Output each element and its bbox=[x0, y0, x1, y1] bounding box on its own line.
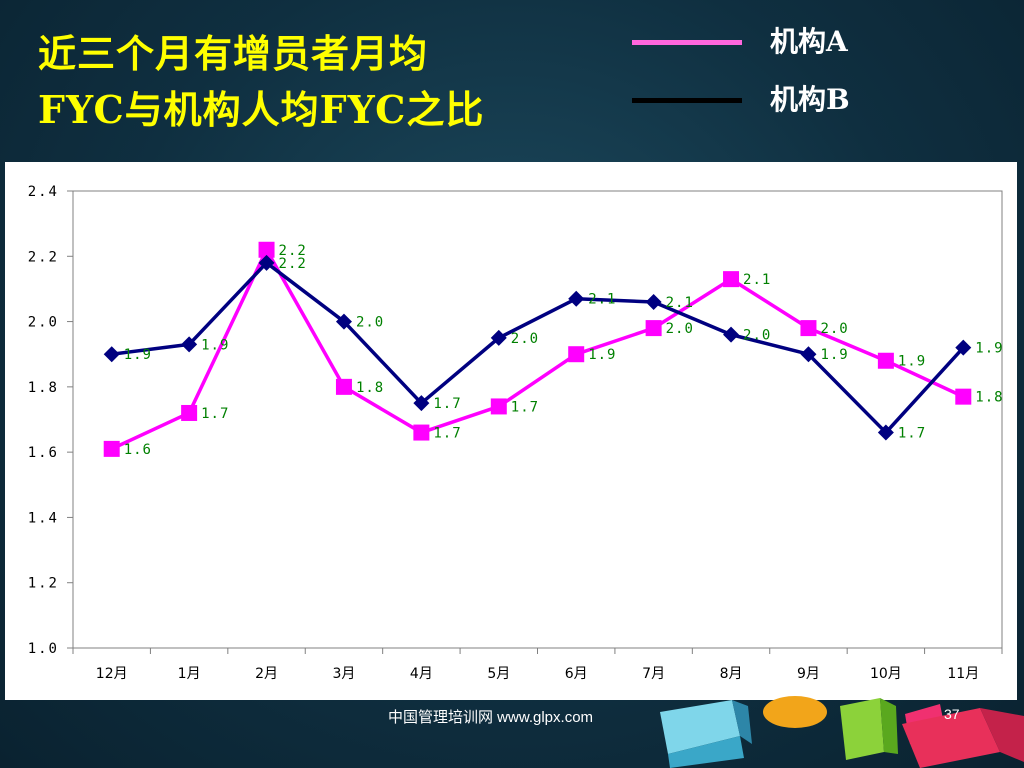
x-tick-label: 4月 bbox=[410, 666, 433, 682]
series-a-data-label: 1.7 bbox=[433, 426, 461, 442]
series-b-data-label: 1.9 bbox=[820, 347, 848, 363]
x-tick-label: 2月 bbox=[255, 666, 278, 682]
series-b-data-label: 2.2 bbox=[279, 256, 307, 272]
slide-title-line-1: 近三个月有增员者月均 bbox=[38, 31, 429, 76]
series-a-marker bbox=[800, 320, 817, 337]
chart-panel: 1.0 1.2 1.4 1.6 1.8 2.0 2.2 2.4 12月 1月 2月 3月 4月 5月 6月 7… bbox=[5, 162, 1017, 700]
series-a-marker bbox=[877, 352, 894, 369]
series-b-data-label: 1.9 bbox=[124, 347, 152, 363]
x-tick-label: 12月 bbox=[96, 666, 128, 682]
x-tick-label: 8月 bbox=[720, 666, 743, 682]
series-b-marker bbox=[955, 339, 972, 356]
x-tick-label: 9月 bbox=[797, 666, 820, 682]
legend-label-series-a: 机构A bbox=[770, 25, 848, 58]
series-b-marker bbox=[568, 290, 585, 307]
y-tick-label: 1.8 bbox=[28, 380, 59, 396]
slide-title: 近三个月有增员者月均 FYC与机构人均FYC之比 bbox=[38, 26, 484, 138]
series-a-data-label: 1.8 bbox=[356, 380, 384, 396]
series-a-marker bbox=[645, 320, 662, 337]
x-tick-label: 1月 bbox=[178, 666, 201, 682]
series-b-marker bbox=[103, 346, 120, 363]
series-b-marker bbox=[723, 326, 740, 343]
series-a-marker bbox=[723, 271, 740, 288]
footer-website: 中国管理培训网 www.glpx.com bbox=[388, 709, 594, 726]
series-a-data-label: 1.8 bbox=[975, 390, 1003, 406]
chart-legend: 机构A 机构B bbox=[630, 18, 910, 128]
series-b-line bbox=[111, 261, 965, 435]
page-number: 37 bbox=[944, 706, 960, 722]
series-a-data-label: 1.9 bbox=[898, 354, 926, 370]
series-a-marker bbox=[490, 398, 507, 415]
series-a-data-label: 2.2 bbox=[279, 243, 307, 259]
series-a-data-label: 1.7 bbox=[201, 406, 229, 422]
y-tick-label: 2.0 bbox=[28, 315, 59, 331]
series-b-marker bbox=[181, 336, 198, 353]
x-tick-label: 10月 bbox=[870, 666, 902, 682]
legend-swatch-series-a bbox=[632, 40, 742, 45]
x-tick-label: 11月 bbox=[947, 666, 979, 682]
series-a-marker bbox=[258, 241, 275, 258]
series-a-data-label: 2.0 bbox=[820, 321, 848, 337]
series-b-data-label: 2.0 bbox=[511, 331, 539, 347]
series-b-marker bbox=[877, 424, 894, 441]
series-a-marker bbox=[103, 440, 120, 457]
y-tick-label: 2.2 bbox=[28, 249, 59, 265]
series-b-data-label: 1.7 bbox=[898, 426, 926, 442]
series-b-marker bbox=[413, 395, 430, 412]
series-a-data-label: 1.9 bbox=[588, 347, 616, 363]
legend-item-series-a: 机构A bbox=[630, 22, 910, 62]
series-b-data-label: 1.9 bbox=[975, 341, 1003, 357]
series-b-marker bbox=[645, 293, 662, 310]
legend-label-series-b: 机构B bbox=[770, 83, 850, 116]
y-tick-label: 1.0 bbox=[28, 641, 59, 657]
series-b-data-label: 2.0 bbox=[356, 315, 384, 331]
series-a-data-label: 1.7 bbox=[511, 399, 539, 415]
legend-item-series-b: 机构B bbox=[630, 80, 910, 120]
x-tick-label: 5月 bbox=[487, 666, 510, 682]
series-a-marker bbox=[335, 378, 352, 395]
series-b-marker bbox=[335, 313, 352, 330]
series-a-marker bbox=[413, 424, 430, 441]
series-b-marker bbox=[800, 346, 817, 363]
slide-title-line-2: FYC与机构人均FYC之比 bbox=[38, 87, 485, 132]
series-a-data-label: 2.1 bbox=[743, 272, 771, 288]
line-chart: 1.0 1.2 1.4 1.6 1.8 2.0 2.2 2.4 12月 1月 2月 3月 4月 5月 6月 7… bbox=[28, 184, 1003, 682]
series-a-marker bbox=[181, 404, 198, 421]
series-b-data-label: 2.0 bbox=[743, 328, 771, 344]
series-b-data-label: 1.7 bbox=[433, 396, 461, 412]
series-b-data-label: 1.9 bbox=[201, 337, 229, 353]
series-b-data-label: 2.1 bbox=[588, 292, 616, 308]
series-a-marker bbox=[955, 388, 972, 405]
series-a-marker bbox=[568, 346, 585, 363]
y-tick-label: 2.4 bbox=[28, 184, 59, 200]
legend-swatch-series-b bbox=[632, 98, 742, 103]
y-tick-label: 1.4 bbox=[28, 510, 59, 526]
x-tick-label: 3月 bbox=[332, 666, 355, 682]
y-tick-label: 1.2 bbox=[28, 576, 59, 592]
series-b-data-label: 2.1 bbox=[666, 295, 694, 311]
y-tick-label: 1.6 bbox=[28, 445, 59, 461]
series-a-data-label: 2.0 bbox=[666, 321, 694, 337]
x-tick-label: 7月 bbox=[642, 666, 665, 682]
series-b-marker bbox=[490, 329, 507, 346]
series-a-data-label: 1.6 bbox=[124, 442, 152, 458]
x-tick-label: 6月 bbox=[565, 666, 588, 682]
decorative-blocks-graphic bbox=[660, 696, 1024, 768]
